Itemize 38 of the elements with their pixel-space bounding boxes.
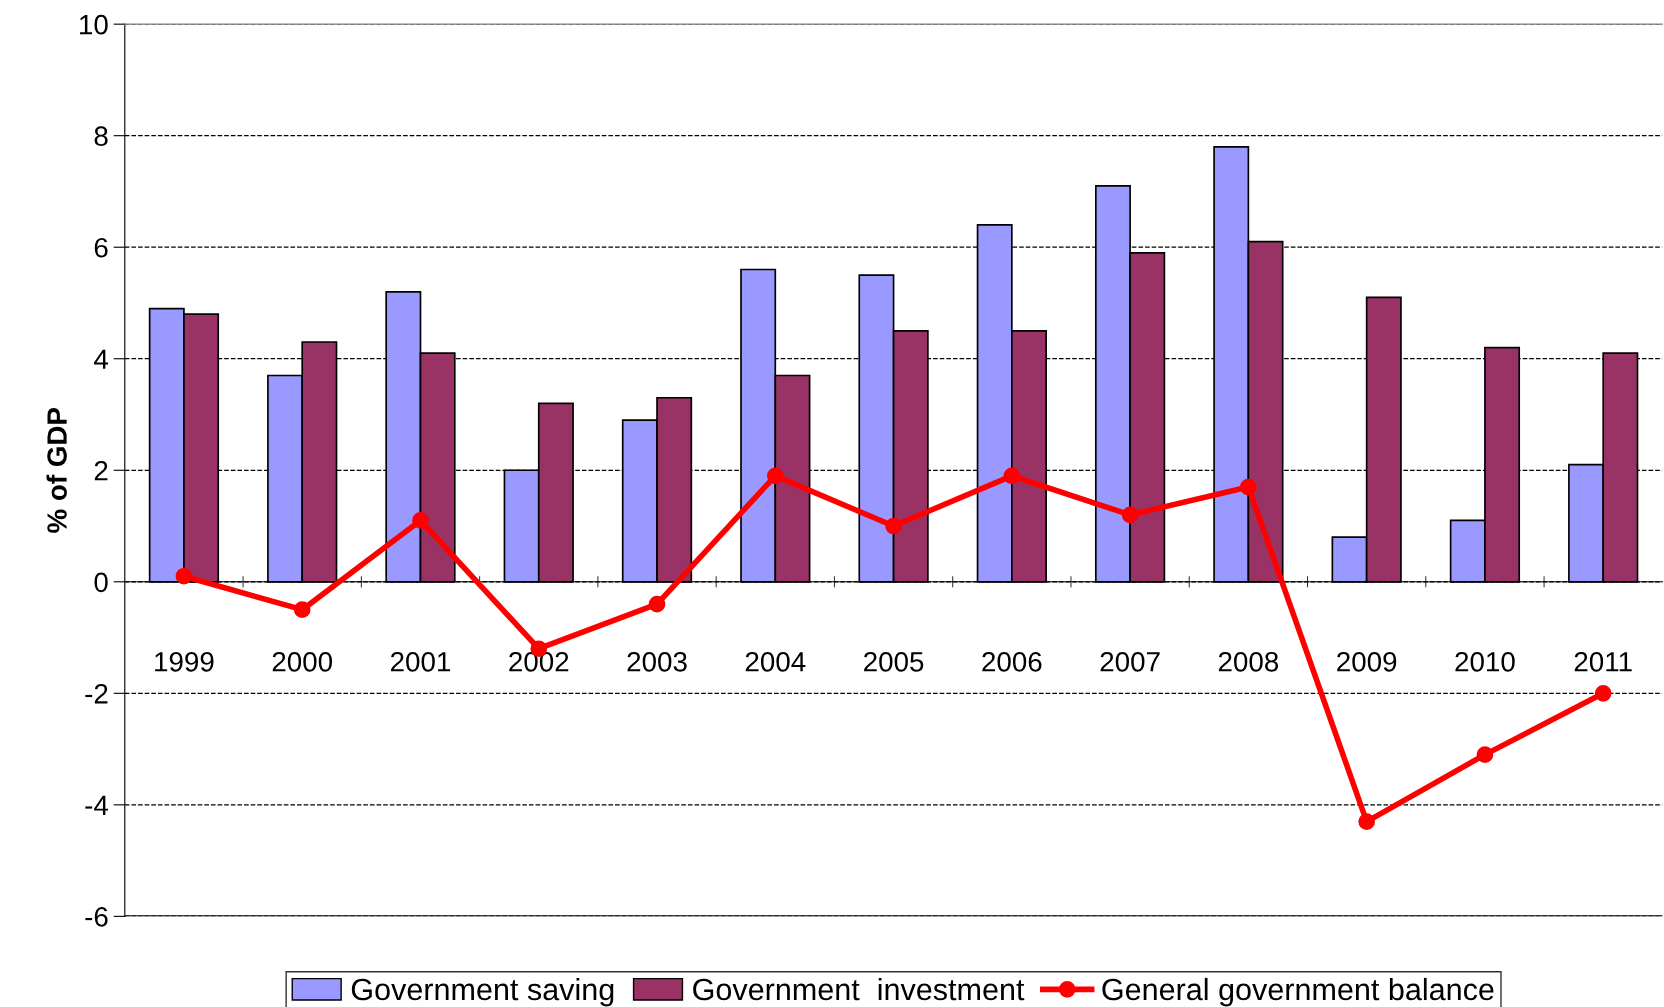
- y-axis-title: % of GDP: [46, 407, 67, 533]
- y-tick-label: 8: [94, 126, 108, 147]
- point: [1121, 506, 1139, 524]
- x-tick-label: 2003: [627, 651, 687, 672]
- point: [648, 595, 666, 613]
- legend-label: Government investment: [693, 977, 1025, 1001]
- y-tick-label: 2: [94, 460, 108, 481]
- y-tick-label: 0: [94, 572, 108, 593]
- x-tick-label: 1999: [155, 651, 214, 672]
- point: [412, 512, 429, 529]
- x-tick-label: 2010: [1455, 651, 1515, 672]
- x-tick-label: 2009: [1337, 651, 1397, 672]
- x-tick-label: 2011: [1574, 651, 1632, 672]
- point: [1594, 684, 1612, 702]
- x-tick-label: 2001: [390, 651, 451, 672]
- point: [766, 467, 784, 485]
- y-tick-label: 4: [94, 349, 109, 369]
- y-tick-label: -6: [85, 907, 108, 927]
- point: [1003, 467, 1021, 485]
- point: [293, 601, 311, 619]
- x-tick-label: 2002: [509, 651, 569, 672]
- legend-label: Government saving: [351, 977, 614, 1007]
- x-tick-label: 2006: [982, 651, 1042, 672]
- point: [1240, 478, 1257, 496]
- x-tick-label: 2008: [1218, 651, 1279, 672]
- point: [1358, 813, 1375, 830]
- legend-label: General government balance: [1102, 977, 1494, 1007]
- point: [1476, 746, 1494, 763]
- y-tick-label: -2: [85, 683, 108, 704]
- y-tick-label: 6: [94, 237, 108, 258]
- x-tick-label: 2005: [864, 651, 924, 672]
- x-tick-label: 2004: [745, 651, 806, 672]
- y-tick-label: 10: [80, 14, 108, 35]
- x-tick-label: 2000: [272, 651, 333, 672]
- point: [885, 517, 902, 535]
- point: [175, 567, 193, 585]
- y-tick-label: -4: [85, 795, 109, 815]
- x-tick-label: 2007: [1100, 651, 1160, 672]
